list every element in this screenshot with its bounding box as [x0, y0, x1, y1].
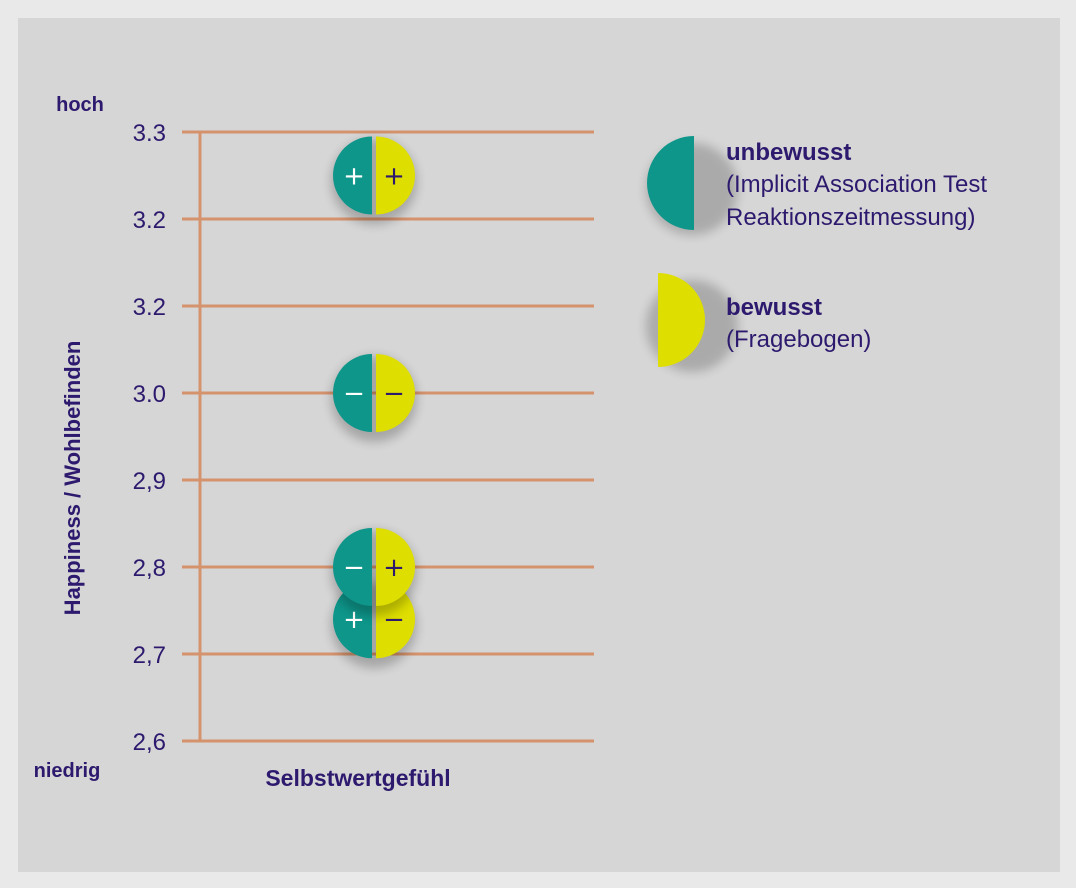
x-axis-title: Selbstwertgefühl	[265, 765, 450, 791]
y-tick-label: 2,6	[133, 729, 166, 756]
y-low-label: niedrig	[34, 760, 101, 782]
legend-swatch	[647, 136, 694, 230]
legend-desc: (Implicit Association Test	[726, 171, 987, 198]
data-point: − +	[331, 528, 417, 616]
bewusst-sign: −	[383, 379, 405, 409]
unbewusst-sign: +	[343, 162, 365, 192]
bewusst-half	[376, 136, 415, 215]
bewusst-sign: +	[383, 162, 405, 192]
unbewusst-half	[333, 528, 372, 606]
unbewusst-sign: −	[343, 379, 365, 409]
data-points: + −− +− −+ +	[331, 136, 417, 669]
legend-desc: Reaktionszeitmessung)	[726, 204, 975, 231]
y-tick-label: 3.0	[133, 381, 166, 408]
y-tick-label: 2,9	[133, 468, 166, 495]
chart-panel	[18, 18, 1060, 872]
y-tick-label: 3.2	[133, 294, 166, 321]
legend-item-unbewusst: unbewusst (Implicit Association Test Reakt…	[646, 136, 987, 235]
y-high-label: hoch	[56, 94, 104, 116]
y-tick-label: 2,8	[133, 555, 166, 582]
tick-labels: 2,6 2,7 2,8 2,9 3.0 3.2 3.2 3.3	[133, 120, 166, 756]
unbewusst-half	[333, 136, 372, 215]
legend-item-bewusst: bewusst (Fragebogen)	[646, 273, 871, 372]
bewusst-sign: +	[383, 553, 405, 583]
unbewusst-sign: −	[343, 553, 365, 583]
legend-title: unbewusst	[726, 139, 851, 166]
y-axis-title: Happiness / Wohlbefinden	[60, 341, 85, 616]
bewusst-half	[376, 528, 415, 606]
legend: unbewusst (Implicit Association Test Reakt…	[646, 136, 987, 372]
legend-desc: (Fragebogen)	[726, 326, 871, 353]
legend-swatch	[658, 273, 705, 367]
y-tick-label: 3.2	[133, 207, 166, 234]
unbewusst-half	[333, 354, 372, 432]
data-point: − −	[331, 354, 417, 442]
legend-title: bewusst	[726, 294, 822, 321]
bewusst-half	[376, 354, 415, 432]
y-tick-label: 3.3	[133, 120, 166, 147]
data-point: + +	[331, 136, 417, 225]
y-tick-label: 2,7	[133, 642, 166, 669]
